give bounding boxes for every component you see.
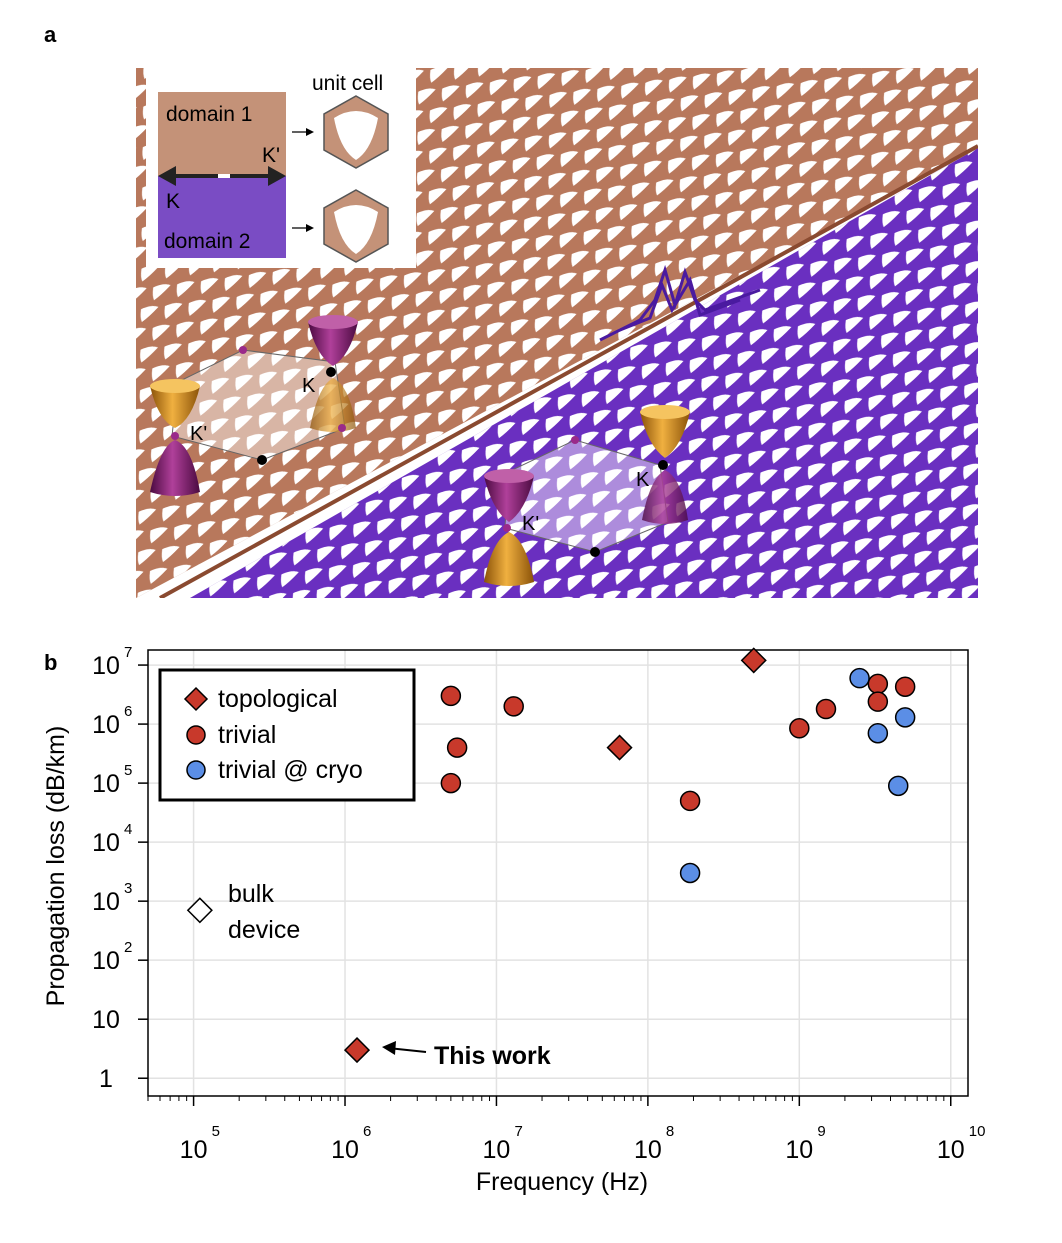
inset <box>146 68 416 268</box>
y-axis-label: Propagation loss (dB/km) <box>42 726 70 1007</box>
bz-right-k-label: K <box>636 469 650 491</box>
panel-b-label: b <box>44 650 58 675</box>
x-tick-exponent: 7 <box>514 1123 522 1140</box>
legend: topological trivial trivial @ cryo <box>158 668 416 802</box>
point-trivial-cryo <box>887 775 909 797</box>
legend-trivial-marker <box>186 725 206 745</box>
y-tick-label: 10 <box>92 652 120 680</box>
y-tick-label: 10 <box>92 947 120 975</box>
y-tick-exponent: 4 <box>124 821 132 838</box>
x-tick-label: 10 <box>331 1136 359 1164</box>
point-trivial-cryo <box>867 722 889 744</box>
legend-cryo-marker <box>186 760 206 780</box>
legend-trivial-label: trivial <box>218 721 276 749</box>
point-topological <box>606 734 633 761</box>
x-tick-exponent: 10 <box>969 1123 986 1140</box>
point-trivial <box>679 790 701 812</box>
unit-cell-label: unit cell <box>312 72 383 95</box>
point-trivial <box>446 737 468 758</box>
x-axis-label: Frequency (Hz) <box>476 1168 648 1196</box>
y-tick-label: 10 <box>92 1006 120 1034</box>
y-tick-label: 10 <box>92 829 120 857</box>
this-work-arrow <box>382 1041 427 1055</box>
x-tick-label: 10 <box>634 1136 662 1164</box>
point-trivial-cryo <box>849 667 870 689</box>
point-topological <box>740 647 767 674</box>
y-tick-exponent: 6 <box>124 703 132 720</box>
panel-a-label: a <box>44 22 57 47</box>
y-tick-exponent: 5 <box>124 762 132 779</box>
legend-topological-marker <box>183 686 209 712</box>
point-trivial <box>440 772 462 794</box>
y-tick-label: 10 <box>92 711 120 739</box>
point-trivial <box>867 691 889 712</box>
point-trivial-cryo <box>679 862 701 884</box>
point-trivial <box>440 685 462 707</box>
point-trivial <box>815 698 837 720</box>
y-tick-exponent: 3 <box>124 880 132 897</box>
lattice-illustration: K K' K K' unit cell domain 1 domain 2 K' <box>136 68 978 598</box>
y-tick-label: 10 <box>92 888 120 916</box>
plot-frame <box>147 649 969 1097</box>
this-work-label: This work <box>434 1042 551 1070</box>
legend-topological-label: topological <box>218 685 338 713</box>
x-tick-label: 10 <box>785 1136 813 1164</box>
point-bulk-device <box>186 897 213 924</box>
x-tick-exponent: 5 <box>212 1123 220 1140</box>
bulk-device-label-line1: bulk <box>228 880 274 908</box>
point-trivial <box>503 696 524 717</box>
point-trivial <box>789 718 810 739</box>
y-tick-exponent: 2 <box>124 939 132 956</box>
dirac-cones-left <box>150 315 358 496</box>
inset-kprime-label: K' <box>262 144 280 167</box>
x-tick-label: 10 <box>937 1136 965 1164</box>
inset-k-label: K <box>166 190 180 213</box>
point-topological <box>343 1037 371 1064</box>
bz-left-kprime-label: K' <box>190 423 207 445</box>
data-markers <box>186 647 916 1064</box>
bulk-device-label-line2: device <box>228 916 300 944</box>
y-tick-label: 10 <box>92 770 120 798</box>
point-trivial <box>894 676 916 697</box>
x-tick-exponent: 9 <box>817 1123 825 1140</box>
dirac-cones-right <box>484 405 690 586</box>
x-tick-exponent: 6 <box>363 1123 371 1140</box>
point-trivial <box>867 673 889 695</box>
y-tick-label: 1 <box>99 1065 113 1093</box>
wave-packet <box>599 264 761 342</box>
domain1-label: domain 1 <box>166 103 252 126</box>
x-tick-label: 10 <box>180 1136 208 1164</box>
x-tick-exponent: 8 <box>666 1123 674 1140</box>
legend-cryo-label: trivial @ cryo <box>218 756 363 784</box>
x-tick-label: 10 <box>483 1136 511 1164</box>
point-trivial-cryo <box>894 707 916 728</box>
y-tick-exponent: 7 <box>124 644 132 661</box>
bz-right-kprime-label: K' <box>522 513 539 535</box>
bz-left-k-label: K <box>302 375 316 397</box>
domain2-label: domain 2 <box>164 230 250 253</box>
